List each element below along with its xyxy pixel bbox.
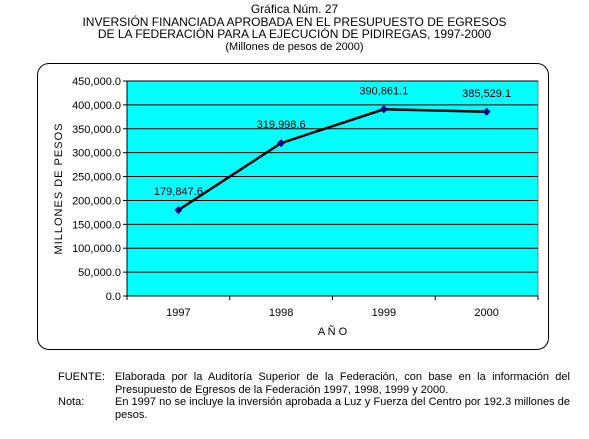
chart-number-label: Gráfica Núm. 27 — [250, 2, 339, 16]
note-key: Nota: — [58, 396, 85, 408]
y-tick-label: 400,000.0 — [72, 100, 121, 112]
x-axis-title: A Ñ O — [318, 325, 348, 338]
y-tick-label: 200,000.0 — [72, 195, 121, 207]
x-tick-label: 1998 — [269, 307, 293, 319]
y-tick-label: 450,000.0 — [72, 76, 121, 88]
data-label: 179,847.6 — [154, 186, 203, 198]
series-line — [177, 108, 487, 212]
y-tick-label: 50,000.0 — [78, 267, 121, 279]
chart-subtitle: (Millones de pesos de 2000) — [225, 40, 364, 53]
y-tick-label: 250,000.0 — [72, 172, 121, 184]
data-label: 390,861.1 — [359, 85, 408, 97]
source-note: FUENTE: Elaborada por la Auditoría Super… — [58, 371, 570, 396]
note-text: En 1997 no se incluye la inversión aprob… — [115, 396, 570, 421]
data-point — [379, 105, 388, 114]
y-tick-label: 0.0 — [106, 291, 121, 303]
plot-area — [126, 80, 539, 297]
y-tick-label: 350,000.0 — [72, 124, 121, 136]
y-tick-label: 100,000.0 — [72, 243, 121, 255]
chart-notes: FUENTE: Elaborada por la Auditoría Super… — [58, 371, 570, 421]
source-key: FUENTE: — [58, 371, 106, 383]
data-point — [174, 206, 183, 215]
x-tick-label: 2000 — [474, 307, 498, 319]
x-tick-label: 1997 — [166, 307, 190, 319]
y-tick-label: 300,000.0 — [72, 148, 121, 160]
chart-header: Gráfica Núm. 27 INVERSIÓN FINANCIADA APR… — [0, 3, 589, 53]
data-label: 319,998.6 — [257, 119, 306, 131]
chart-title-line-2: DE LA FEDERACIÓN PARA LA EJECUCIÓN DE PI… — [97, 27, 492, 41]
source-text: Elaborada por la Auditoría Superior de l… — [115, 371, 570, 396]
y-axis-title: MILLONES DE PESOS — [53, 123, 65, 255]
data-point — [482, 107, 491, 116]
x-tick-label: 1999 — [372, 307, 396, 319]
footnote: Nota: En 1997 no se incluye la inversión… — [58, 396, 570, 421]
y-tick-label: 150,000.0 — [72, 219, 121, 231]
line-chart: 0.0 50,000.0 100,000.0 150,000.0 200,000.0 25… — [53, 76, 539, 338]
data-label: 385,529.1 — [462, 88, 511, 100]
data-point — [277, 139, 286, 148]
chart-title-line-1: INVERSIÓN FINANCIADA APROBADA EN EL PRES… — [82, 14, 507, 29]
